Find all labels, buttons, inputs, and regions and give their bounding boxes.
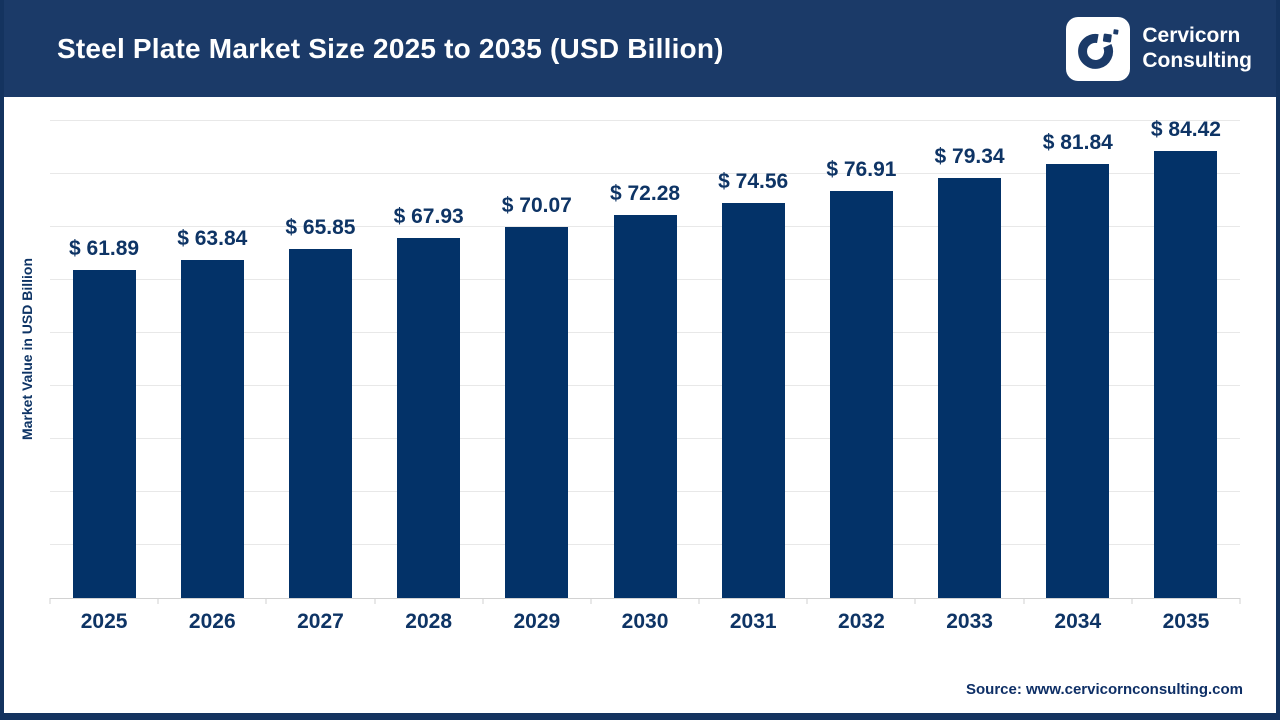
bar-value-label: $ 81.84 — [1042, 131, 1113, 155]
brand-logo: Cervicorn Consulting — [1066, 16, 1252, 81]
x-axis-label: 2031 — [729, 610, 777, 633]
x-axis-tick — [1131, 598, 1133, 604]
x-axis-ticks — [49, 598, 1241, 604]
bar-cell: $ 70.07 — [483, 100, 591, 598]
brand-name-line1: Cervicorn — [1142, 24, 1241, 48]
gridline — [50, 120, 1240, 122]
brand-name-line2: Consulting — [1142, 48, 1252, 72]
bar-cell: $ 72.28 — [591, 100, 699, 598]
y-axis-title-wrap: Market Value in USD Billion — [10, 100, 44, 598]
x-axis-tick — [590, 598, 592, 604]
bar-value-label: $ 67.93 — [393, 205, 464, 229]
bar-value-label: $ 63.84 — [177, 226, 248, 250]
x-axis-label: 2029 — [513, 610, 561, 633]
x-axis-tick — [1023, 598, 1025, 604]
x-axis-label: 2028 — [405, 610, 453, 633]
x-axis-tick — [806, 598, 808, 604]
bar-cell: $ 76.91 — [807, 100, 915, 598]
bar-cell: $ 61.89 — [50, 100, 158, 598]
bar-cell: $ 81.84 — [1024, 100, 1132, 598]
x-axis-label: 2032 — [838, 610, 885, 633]
brand-name: Cervicorn Consulting — [1142, 24, 1252, 72]
bar-value-label: $ 70.07 — [501, 193, 572, 217]
x-axis-tick — [914, 598, 916, 604]
bar-cell: $ 79.34 — [916, 100, 1024, 598]
bar-cell: $ 67.93 — [375, 100, 483, 598]
bar-series: $ 61.89 $ 63.84 $ 65.85 $ 67.93 $ 70.07 $ 72.… — [50, 100, 1240, 598]
header-band: Steel Plate Market Size 2025 to 2035 (US… — [4, 0, 1276, 97]
bar — [505, 226, 569, 598]
x-axis-line — [50, 598, 1240, 599]
x-axis-label: 2034 — [1054, 610, 1102, 633]
bar — [180, 259, 244, 598]
chart-area: Market Value in USD Billion $ 61.89 $ 63.… — [4, 97, 1276, 713]
bar-cell: $ 63.84 — [158, 100, 266, 598]
x-axis-labels: 2025 2026 2027 2028 2029 2030 2031 2032 2033 2034… — [50, 610, 1240, 634]
bar — [829, 190, 893, 598]
x-axis-label: 2035 — [1162, 610, 1210, 633]
bar-value-label: $ 72.28 — [609, 182, 681, 206]
x-axis-tick — [1239, 598, 1241, 604]
bar-cell: $ 65.85 — [266, 100, 374, 598]
bar — [613, 215, 677, 598]
bar — [1154, 150, 1218, 598]
cervicorn-logo-icon — [1066, 16, 1131, 81]
bar — [288, 249, 352, 598]
x-axis-tick — [374, 598, 376, 604]
y-axis-title: Market Value in USD Billion — [19, 257, 36, 441]
x-axis-label: 2027 — [297, 610, 344, 633]
x-axis-tick — [157, 598, 159, 604]
bar — [721, 203, 785, 598]
bar-value-label: $ 61.89 — [69, 237, 140, 261]
x-axis-tick — [482, 598, 484, 604]
x-axis-tick — [265, 598, 267, 604]
bar-value-label: $ 74.56 — [718, 170, 789, 193]
x-axis-label: 2033 — [946, 610, 993, 633]
gridline — [50, 173, 1240, 175]
x-axis-label: 2030 — [621, 610, 669, 633]
x-axis-label: 2026 — [188, 610, 236, 633]
plot-area: $ 61.89 $ 63.84 $ 65.85 $ 67.93 $ 70.07 $ 72.… — [50, 100, 1240, 599]
bar-cell: $ 74.56 — [699, 100, 807, 598]
bar-value-label: $ 65.85 — [285, 216, 356, 240]
bar-value-label: $ 76.91 — [826, 157, 897, 181]
bar — [1046, 164, 1110, 598]
bar — [72, 270, 136, 598]
bar — [938, 177, 1002, 598]
page-title: Steel Plate Market Size 2025 to 2035 (US… — [57, 32, 724, 64]
bar — [397, 238, 461, 598]
x-axis-tick — [698, 598, 700, 604]
bar-value-label: $ 79.34 — [934, 144, 1005, 168]
bar-value-label: $ 84.42 — [1150, 117, 1221, 141]
x-axis-tick — [49, 598, 51, 604]
x-axis-label: 2025 — [80, 610, 128, 633]
bar-cell: $ 84.42 — [1132, 100, 1240, 598]
source-note: Source: www.cervicornconsulting.com — [965, 681, 1243, 698]
